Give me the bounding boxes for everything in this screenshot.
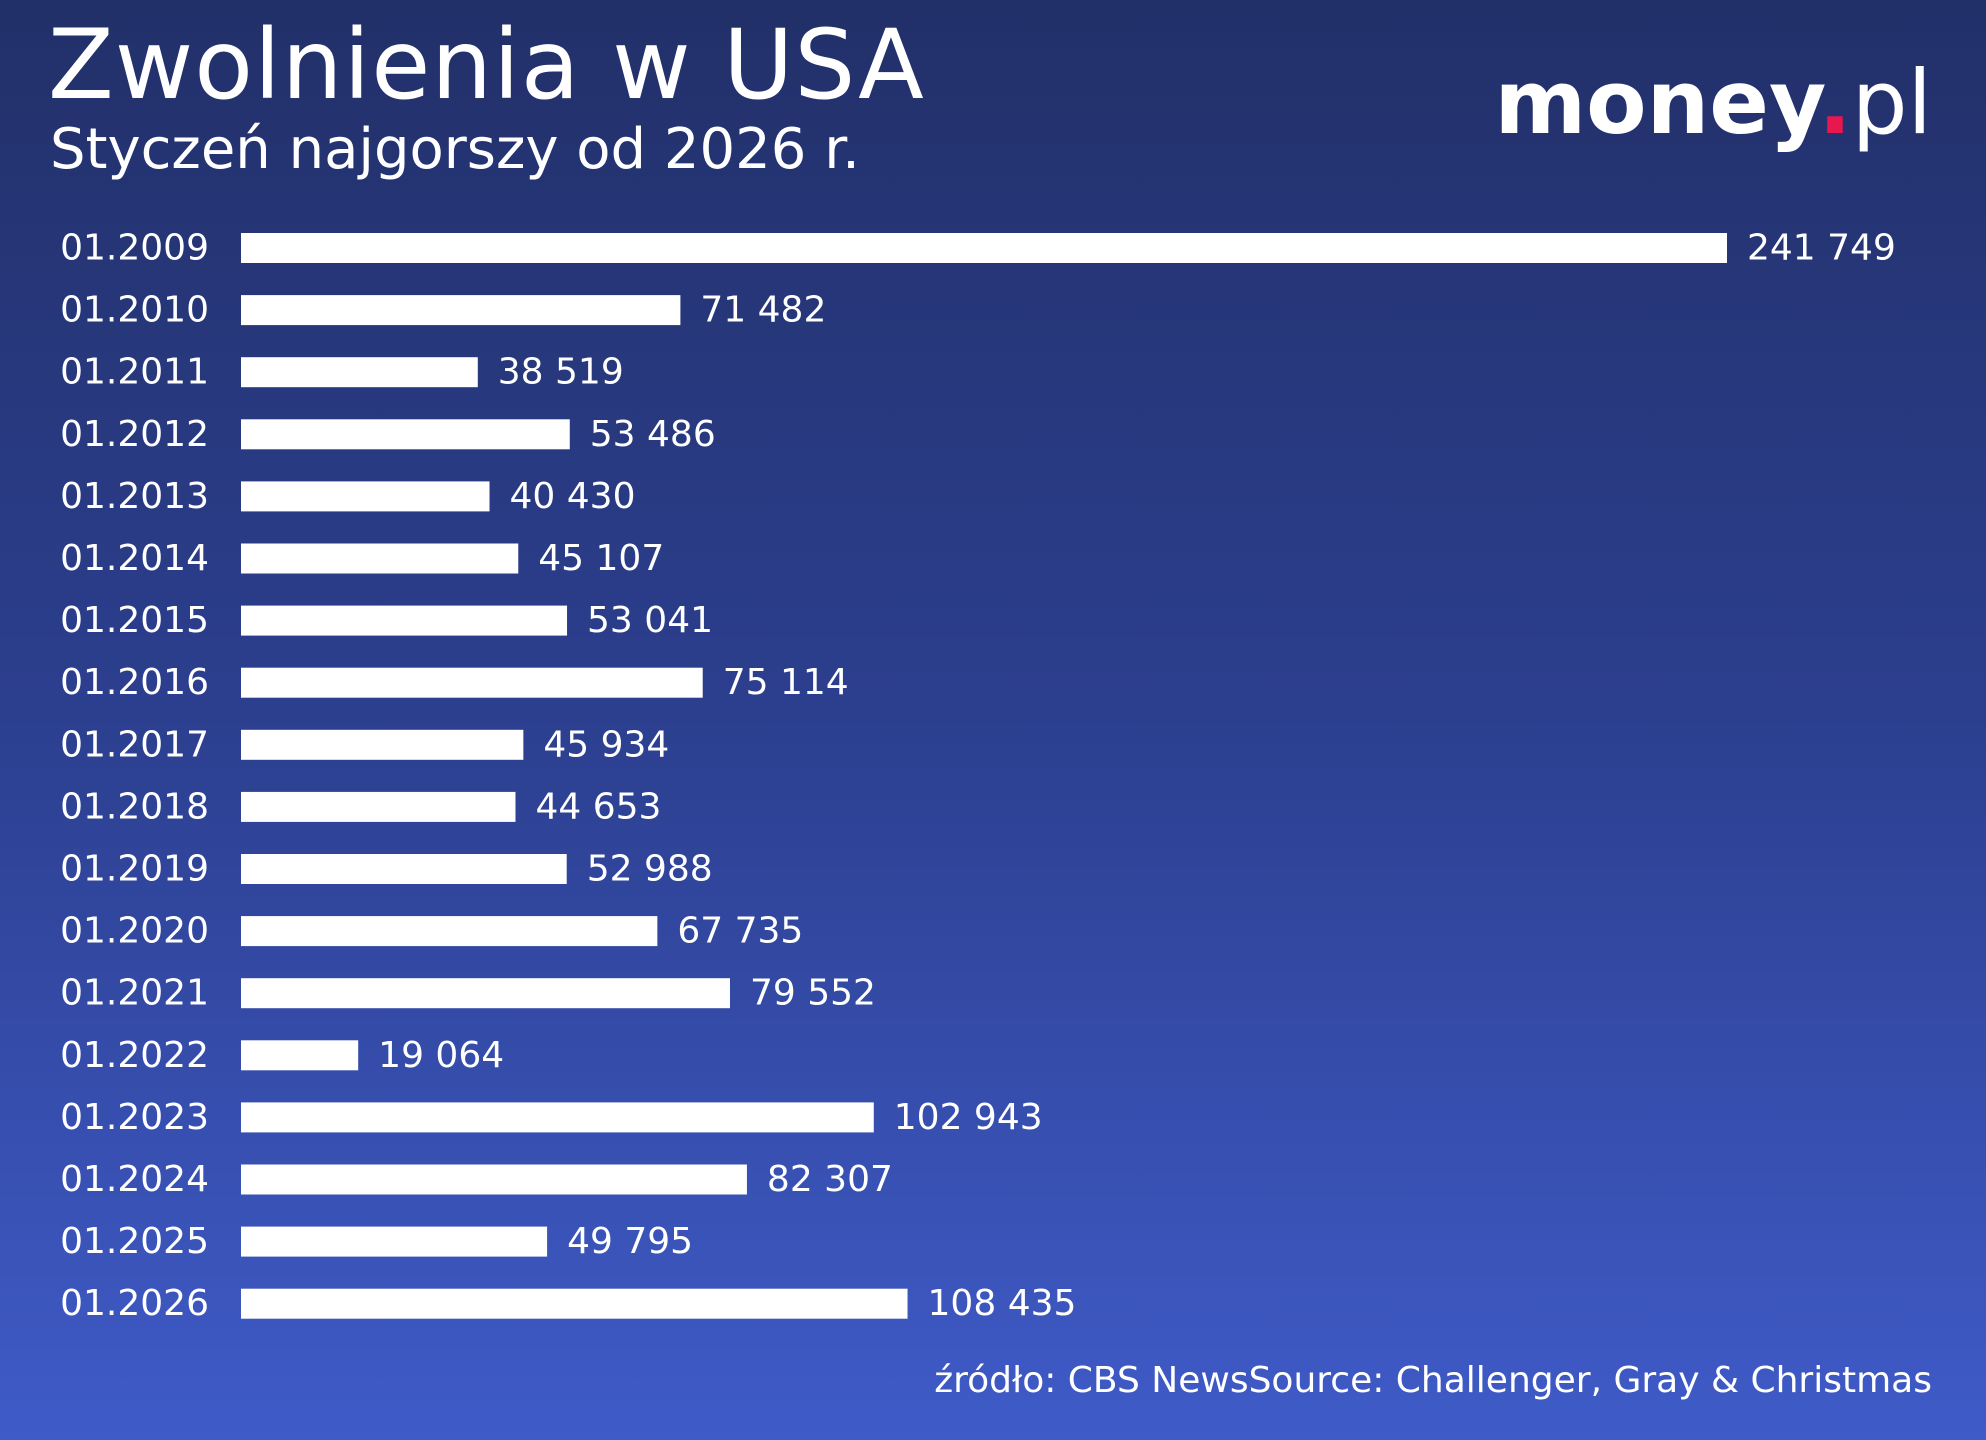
value-label: 241 749 <box>1747 228 1896 269</box>
category-label: 01.2010 <box>60 290 209 331</box>
value-label: 71 482 <box>700 290 826 331</box>
category-label: 01.2015 <box>60 600 209 641</box>
category-label: 01.2009 <box>60 228 209 269</box>
value-label: 82 307 <box>767 1159 893 1200</box>
value-label: 19 064 <box>378 1035 504 1076</box>
value-label: 79 552 <box>750 973 876 1014</box>
value-label: 44 653 <box>535 786 661 827</box>
logo-dot: . <box>1818 51 1852 154</box>
value-label: 38 519 <box>498 352 624 393</box>
category-label: 01.2017 <box>60 724 209 765</box>
bar-01.2023 <box>241 1102 874 1133</box>
bar-01.2013 <box>241 481 490 512</box>
category-label: 01.2012 <box>60 414 209 455</box>
bar-01.2018 <box>241 791 516 822</box>
category-label: 01.2021 <box>60 973 209 1014</box>
value-label: 67 735 <box>677 911 803 952</box>
value-label: 53 486 <box>590 414 716 455</box>
bar-01.2021 <box>241 978 730 1009</box>
category-label: 01.2024 <box>60 1159 209 1200</box>
money-pl-logo: money.pl <box>1494 50 1932 156</box>
source-note: źródło: CBS NewsSource: Challenger, Gray… <box>934 1359 1932 1401</box>
value-label: 52 988 <box>587 849 713 890</box>
bar-01.2019 <box>241 854 567 884</box>
category-label: 01.2018 <box>60 786 209 827</box>
category-label: 01.2016 <box>60 662 209 703</box>
chart-subtitle: Styczeń najgorszy od 2026 r. <box>50 117 860 182</box>
bar-01.2009 <box>241 233 1727 263</box>
category-label: 01.2025 <box>60 1221 209 1262</box>
bar-01.2024 <box>241 1164 747 1195</box>
value-label: 40 430 <box>510 476 636 517</box>
value-label: 45 107 <box>538 538 664 579</box>
bar-01.2015 <box>241 605 568 636</box>
bar-01.2012 <box>241 419 570 450</box>
bar-01.2016 <box>241 667 703 698</box>
value-label: 75 114 <box>723 662 849 703</box>
category-label: 01.2013 <box>60 476 209 517</box>
bar-01.2025 <box>241 1226 548 1257</box>
value-label: 108 435 <box>928 1283 1077 1324</box>
value-label: 49 795 <box>567 1221 693 1262</box>
logo-word: money <box>1494 51 1819 154</box>
category-label: 01.2023 <box>60 1097 209 1138</box>
bar-01.2017 <box>241 729 524 760</box>
bar-01.2014 <box>241 543 519 574</box>
value-label: 102 943 <box>894 1097 1043 1138</box>
logo-tld: pl <box>1851 51 1932 154</box>
category-label: 01.2019 <box>60 849 209 890</box>
chart-title: Zwolnienia w USA <box>48 9 925 121</box>
value-label: 45 934 <box>543 724 669 765</box>
value-label: 53 041 <box>587 600 713 641</box>
bar-01.2022 <box>241 1040 359 1071</box>
category-label: 01.2011 <box>60 352 209 393</box>
category-label: 01.2026 <box>60 1283 209 1324</box>
bar-01.2011 <box>241 357 478 388</box>
bar-01.2020 <box>241 916 658 947</box>
category-label: 01.2020 <box>60 911 209 952</box>
category-label: 01.2014 <box>60 538 209 579</box>
category-label: 01.2022 <box>60 1035 209 1076</box>
bar-01.2010 <box>241 295 681 326</box>
bar-01.2026 <box>241 1288 908 1319</box>
